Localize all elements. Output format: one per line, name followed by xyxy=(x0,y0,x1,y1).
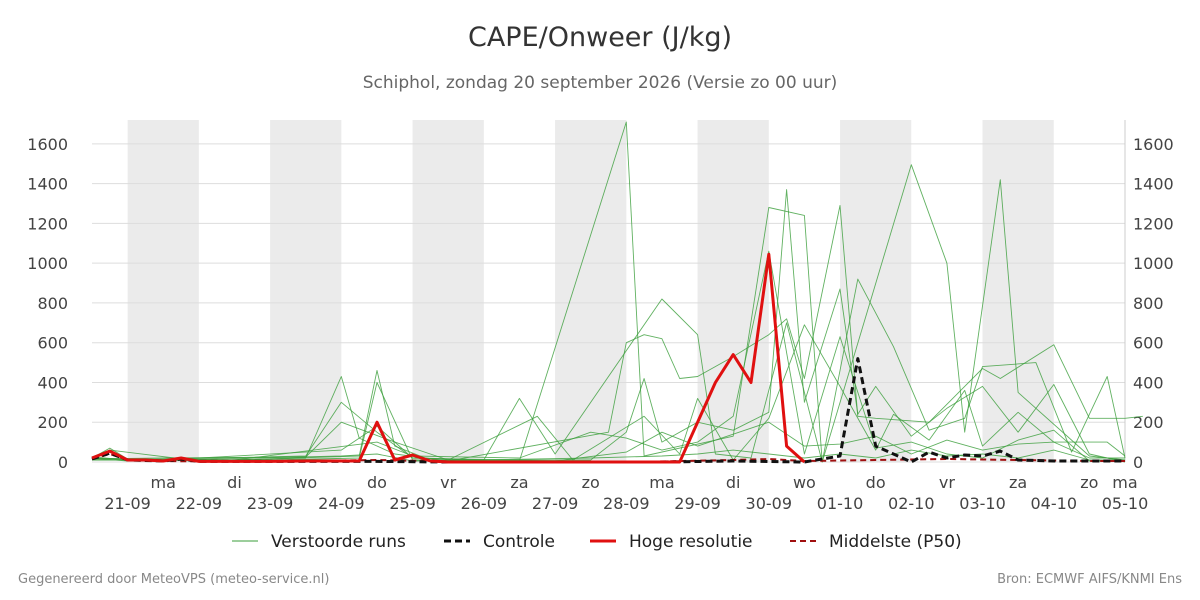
x-tick-date: 02-10 xyxy=(888,494,935,513)
x-tick-date: 21-09 xyxy=(104,494,151,513)
x-tick-date: 23-09 xyxy=(247,494,294,513)
y-tick-label-left: 1000 xyxy=(27,254,68,273)
y-tick-label-left: 800 xyxy=(37,294,68,313)
x-tick-date: 01-10 xyxy=(817,494,864,513)
x-tick-date: 22-09 xyxy=(176,494,223,513)
series-line-ensemble xyxy=(91,449,1125,462)
x-tick-day: di xyxy=(726,473,741,492)
x-tick-date: 25-09 xyxy=(389,494,436,513)
chart-subtitle: Schiphol, zondag 20 september 2026 (Vers… xyxy=(362,73,838,93)
day-band xyxy=(840,120,912,462)
x-tick-day: zo xyxy=(1080,473,1098,492)
y-tick-label-left: 1600 xyxy=(27,135,68,154)
y-tick-label-left: 600 xyxy=(37,334,68,353)
x-tick-day: za xyxy=(1009,473,1027,492)
x-tick-date: 24-09 xyxy=(318,494,365,513)
x-tick-day: za xyxy=(510,473,528,492)
x-tick-day: zo xyxy=(582,473,600,492)
footer-credit: Gegenereerd door MeteoVPS (meteo-service… xyxy=(18,572,330,587)
series-line-ensemble xyxy=(91,189,1126,463)
legend-item-ensemble[interactable]: Verstoorde runs xyxy=(232,532,406,552)
series-line-ensemble xyxy=(92,278,1126,463)
x-tick-date: 03-10 xyxy=(959,494,1006,513)
day-band xyxy=(982,120,1054,462)
y-tick-label-left: 1400 xyxy=(27,175,68,194)
series-layer xyxy=(91,121,1143,464)
day-band xyxy=(270,120,342,462)
legend-item-hires[interactable]: Hoge resolutie xyxy=(590,532,753,552)
y-tick-label-right: 200 xyxy=(1133,413,1164,432)
day-band xyxy=(127,120,199,462)
day-band xyxy=(412,120,484,462)
y-tick-label-right: 800 xyxy=(1133,294,1164,313)
legend-label-hires: Hoge resolutie xyxy=(629,532,753,552)
x-tick-date: 05-10 xyxy=(1102,494,1149,513)
series-line-hires xyxy=(91,252,806,464)
x-tick-date: 30-09 xyxy=(746,494,793,513)
y-tick-label-left: 1200 xyxy=(27,214,68,233)
x-tick-date: 29-09 xyxy=(674,494,721,513)
y-tick-label-right: 600 xyxy=(1133,334,1164,353)
y-tick-label-right: 1200 xyxy=(1133,214,1174,233)
x-tick-day: ma xyxy=(649,473,674,492)
x-tick-date: 27-09 xyxy=(532,494,579,513)
x-tick-date: 04-10 xyxy=(1031,494,1078,513)
legend: Verstoorde runs Controle Hoge resolutie … xyxy=(232,532,962,552)
x-tick-date: 26-09 xyxy=(461,494,508,513)
chart-title: CAPE/Onweer (J/kg) xyxy=(467,22,732,53)
y-tick-label-left: 200 xyxy=(37,413,68,432)
y-tick-label-right: 400 xyxy=(1133,373,1164,392)
legend-label-control: Controle xyxy=(483,532,555,552)
x-tick-day: do xyxy=(367,473,387,492)
x-tick-day: ma xyxy=(151,473,176,492)
x-tick-day: ma xyxy=(1112,473,1137,492)
x-tick-day: do xyxy=(866,473,886,492)
y-tick-label-right: 1000 xyxy=(1133,254,1174,273)
series-line-ensemble xyxy=(92,421,1125,462)
y-axis-left: 0 200 400 600 800 1000 1200 1400 1600 xyxy=(27,135,68,472)
x-tick-date: 28-09 xyxy=(603,494,650,513)
legend-item-control[interactable]: Controle xyxy=(444,532,555,552)
legend-label-median: Middelste (P50) xyxy=(829,532,962,552)
x-tick-day: di xyxy=(227,473,242,492)
legend-item-median[interactable]: Middelste (P50) xyxy=(790,532,962,552)
y-axis-right: 0 200 400 600 800 1000 1200 1400 1600 xyxy=(1133,135,1174,472)
y-tick-label-right: 1600 xyxy=(1133,135,1174,154)
x-tick-day: wo xyxy=(294,473,317,492)
legend-label-ensemble: Verstoorde runs xyxy=(271,532,406,552)
y-tick-label-right: 0 xyxy=(1133,453,1143,472)
y-tick-label-right: 1400 xyxy=(1133,175,1174,194)
x-tick-day: vr xyxy=(939,473,955,492)
day-band xyxy=(697,120,769,462)
x-tick-day: wo xyxy=(793,473,816,492)
series-line-ensemble xyxy=(91,250,1125,462)
weekend-bands xyxy=(127,120,1054,462)
y-tick-label-left: 400 xyxy=(37,373,68,392)
y-tick-label-left: 0 xyxy=(58,453,68,472)
x-axis: ma21-09di22-09wo23-09do24-09vr25-09za26-… xyxy=(104,473,1148,513)
footer-source: Bron: ECMWF AIFS/KNMI Ens xyxy=(997,572,1182,587)
x-tick-day: vr xyxy=(440,473,456,492)
series-line-ensemble xyxy=(91,205,1143,462)
day-band xyxy=(555,120,627,462)
